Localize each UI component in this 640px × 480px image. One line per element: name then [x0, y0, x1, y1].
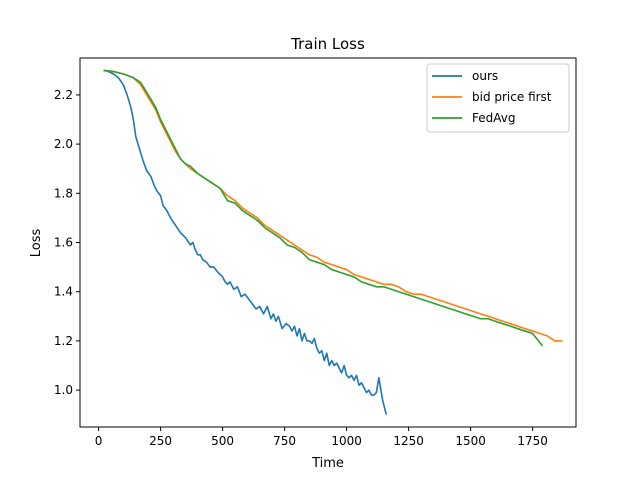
x-tick-label: 750 [273, 434, 296, 448]
chart-title: Train Loss [290, 35, 365, 53]
y-tick-label: 1.6 [54, 236, 73, 250]
y-axis-label: Loss [29, 229, 44, 258]
x-tick-label: 500 [211, 434, 234, 448]
series-line-ours [103, 69, 388, 415]
x-tick-label: 0 [95, 434, 103, 448]
x-tick-label: 250 [149, 434, 172, 448]
legend-label-ours: ours [472, 69, 498, 83]
y-tick-label: 1.0 [54, 383, 73, 397]
series-line-fedavg [103, 69, 544, 347]
x-tick-label: 1750 [517, 434, 548, 448]
y-tick-label: 2.2 [54, 88, 73, 102]
x-axis: 0 250 500 750 1000 1250 1500 1750 [95, 427, 548, 448]
legend-label-bid-price-first: bid price first [472, 90, 552, 104]
x-tick-label: 1250 [393, 434, 424, 448]
x-axis-label: Time [311, 456, 344, 471]
x-tick-label: 1000 [331, 434, 362, 448]
y-axis: 1.0 1.2 1.4 1.6 1.8 2.0 2.2 [54, 88, 80, 397]
series-layer [103, 69, 563, 415]
x-tick-label: 1500 [455, 434, 486, 448]
legend-frame [426, 63, 570, 133]
y-tick-label: 1.2 [54, 334, 73, 348]
y-tick-label: 2.0 [54, 137, 73, 151]
y-tick-label: 1.8 [54, 186, 73, 200]
y-tick-label: 1.4 [54, 285, 73, 299]
legend-label-fedavg: FedAvg [472, 111, 515, 125]
legend: ours bid price first FedAvg [426, 63, 570, 133]
